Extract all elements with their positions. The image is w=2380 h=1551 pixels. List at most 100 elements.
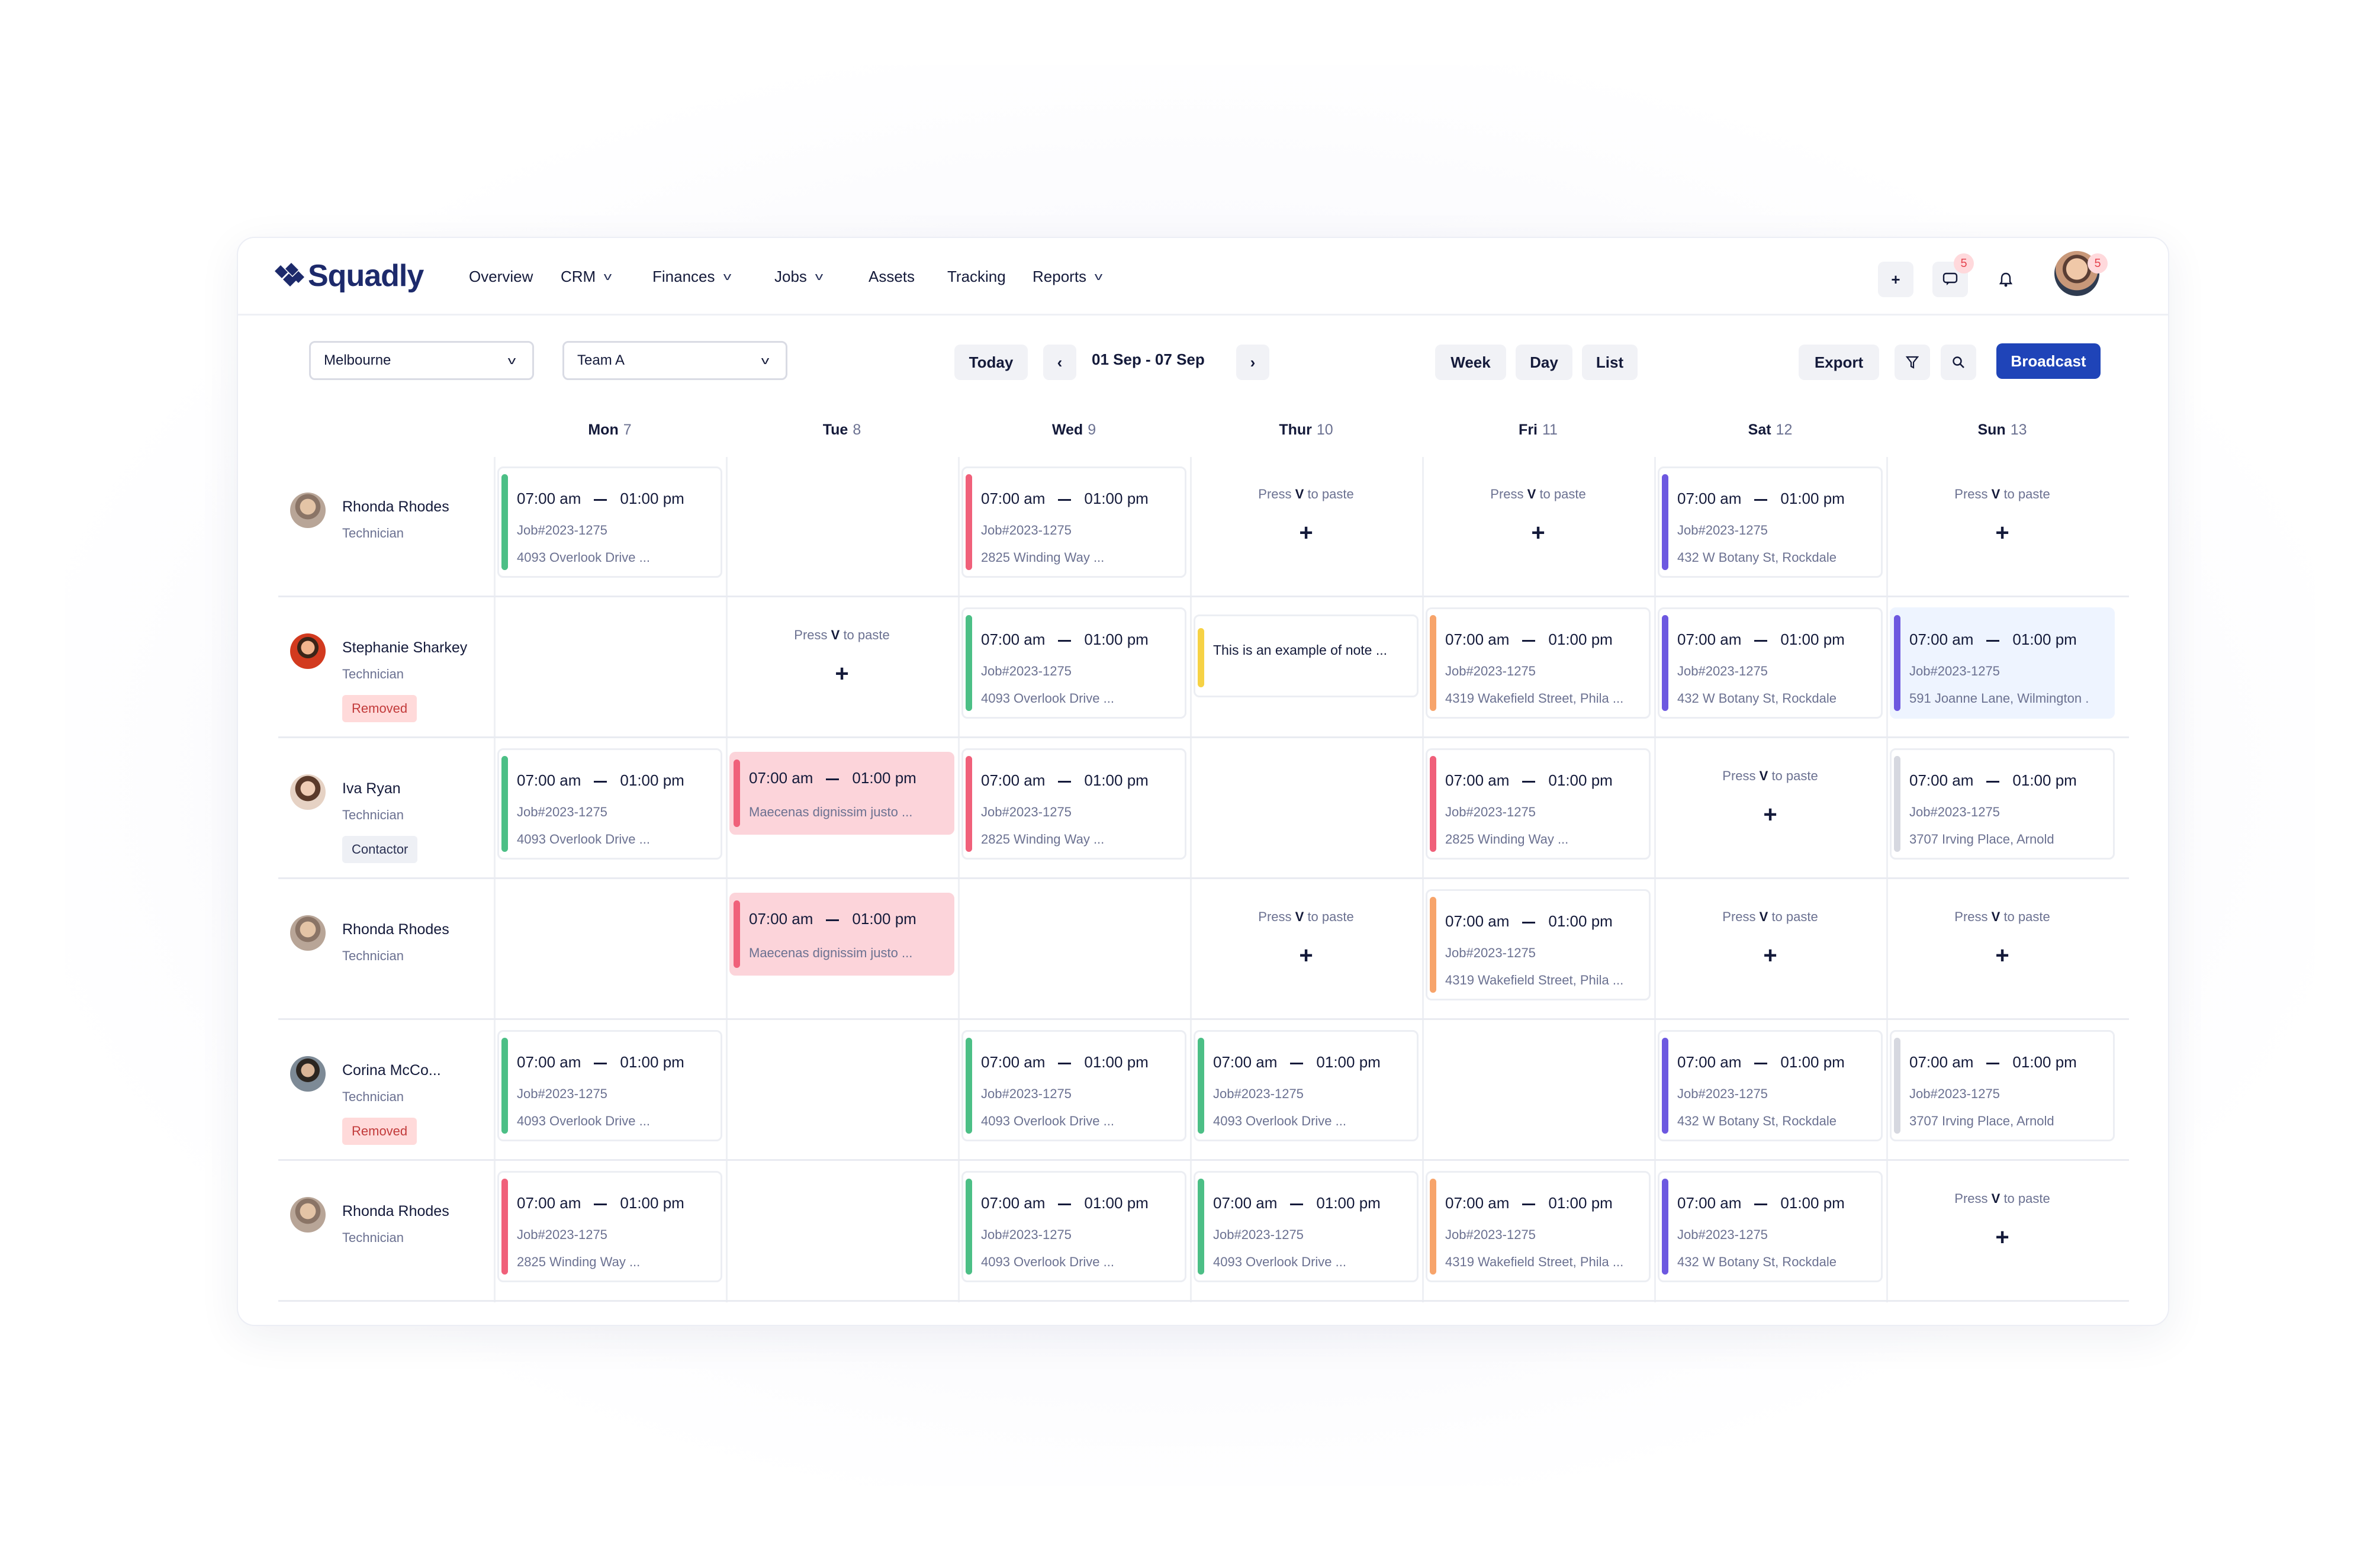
shift-color-bar [966, 474, 972, 570]
add-shift-icon[interactable]: + [1531, 520, 1545, 546]
add-shift-icon[interactable]: + [1299, 942, 1313, 968]
shift-card[interactable]: 07:00 am 01:00 pm Job#2023-1275 3707 Irving… [1890, 1030, 2115, 1141]
list-view-button[interactable]: List [1582, 345, 1638, 380]
date-range-label: 01 Sep - 07 Sep [1092, 350, 1205, 368]
shift-start: 07:00 am [1677, 490, 1742, 507]
nav-reports[interactable]: Reports v [1033, 268, 1102, 286]
brand-logo[interactable]: Squadly [272, 259, 424, 293]
nav-tracking[interactable]: Tracking [947, 268, 1006, 286]
shift-card[interactable]: 07:00 am 01:00 pm Job#2023-1275 4093 Overlo… [497, 1030, 722, 1141]
shift-card[interactable]: 07:00 am 01:00 pm Job#2023-1275 4319 Wakefi… [1426, 1171, 1651, 1282]
draft-shift-card[interactable]: 07:00 am 01:00 pm Maecenas dignissim justo… [729, 752, 954, 835]
paste-slot[interactable]: Press V to paste + [1890, 909, 2115, 967]
location-select[interactable]: Melbourne v [309, 341, 534, 380]
day-name: Tue [822, 421, 848, 438]
shift-card[interactable]: 07:00 am 01:00 pm Job#2023-1275 2825 Windin… [961, 748, 1186, 860]
shift-card[interactable]: 07:00 am 01:00 pm Job#2023-1275 432 W Botan… [1658, 466, 1883, 578]
shift-color-bar [1662, 1179, 1668, 1275]
shift-card[interactable]: 07:00 am 01:00 pm Job#2023-1275 2825 Windin… [497, 1171, 722, 1282]
add-shift-icon[interactable]: + [1299, 520, 1313, 546]
paste-hint: Press V to paste [1890, 1191, 2115, 1206]
shift-card[interactable]: 07:00 am 01:00 pm Job#2023-1275 2825 Windin… [961, 466, 1186, 578]
paste-slot[interactable]: Press V to paste + [1890, 487, 2115, 545]
nav-overview-label: Overview [469, 268, 533, 285]
week-view-button[interactable]: Week [1435, 345, 1506, 380]
shift-card[interactable]: 07:00 am 01:00 pm Job#2023-1275 4319 Wakefi… [1426, 889, 1651, 1000]
broadcast-button[interactable]: Broadcast [1996, 343, 2101, 379]
paste-slot[interactable]: Press V to paste + [1194, 487, 1419, 545]
paste-hint-post: to paste [2000, 1191, 2050, 1206]
paste-hint-pre: Press [1954, 1191, 1992, 1206]
shift-card[interactable]: 07:00 am 01:00 pm Job#2023-1275 4093 Overlo… [961, 607, 1186, 719]
time-separator [1754, 1203, 1768, 1205]
add-shift-icon[interactable]: + [1995, 942, 2009, 968]
shift-card[interactable]: 07:00 am 01:00 pm Job#2023-1275 4093 Overlo… [497, 466, 722, 578]
shift-card[interactable]: 07:00 am 01:00 pm Job#2023-1275 591 Joanne … [1890, 607, 2115, 719]
paste-hint-post: to paste [1536, 487, 1586, 501]
shift-card[interactable]: 07:00 am 01:00 pm Job#2023-1275 432 W Botan… [1658, 1171, 1883, 1282]
note-card[interactable]: This is an example of note ... [1194, 614, 1419, 697]
add-button[interactable]: + [1878, 262, 1913, 297]
row-divider [278, 1300, 2129, 1302]
shift-description: Maecenas dignissim justo ... [749, 945, 913, 960]
note-color-bar [1198, 628, 1204, 687]
shift-start: 07:00 am [517, 1194, 581, 1212]
prev-week-button[interactable]: ‹ [1043, 345, 1076, 380]
paste-slot[interactable]: Press V to paste + [1890, 1191, 2115, 1249]
add-shift-icon[interactable]: + [1995, 520, 2009, 546]
shift-end: 01:00 pm [1084, 1053, 1149, 1071]
nav-finances[interactable]: Finances v [652, 268, 731, 286]
shift-card[interactable]: 07:00 am 01:00 pm Job#2023-1275 432 W Botan… [1658, 1030, 1883, 1141]
notifications-button[interactable] [1988, 262, 2024, 297]
paste-slot[interactable]: Press V to paste + [1426, 487, 1651, 545]
paste-slot[interactable]: Press V to paste + [1194, 909, 1419, 967]
nav-crm[interactable]: CRM v [561, 268, 612, 286]
shift-color-bar [966, 1179, 972, 1275]
nav-assets-label: Assets [869, 268, 915, 285]
filter-button[interactable] [1895, 345, 1930, 380]
shift-color-bar [1430, 615, 1436, 711]
export-button[interactable]: Export [1799, 345, 1879, 380]
next-week-button[interactable]: › [1236, 345, 1269, 380]
time-separator [1522, 921, 1536, 923]
staff-role: Technician [342, 1089, 404, 1104]
job-number: Job#2023-1275 [981, 523, 1072, 538]
today-button[interactable]: Today [954, 345, 1028, 380]
shift-card[interactable]: 07:00 am 01:00 pm Job#2023-1275 432 W Botan… [1658, 607, 1883, 719]
shift-card[interactable]: 07:00 am 01:00 pm Job#2023-1275 4093 Overlo… [497, 748, 722, 860]
time-separator [1058, 1062, 1072, 1064]
paste-slot[interactable]: Press V to paste + [1658, 909, 1883, 967]
add-shift-icon[interactable]: + [1763, 942, 1777, 968]
shift-end: 01:00 pm [1084, 630, 1149, 648]
job-address: 4093 Overlook Drive ... [1213, 1114, 1346, 1128]
shift-card[interactable]: 07:00 am 01:00 pm Job#2023-1275 3707 Irving… [1890, 748, 2115, 860]
shift-start: 07:00 am [1909, 771, 1974, 789]
add-shift-icon[interactable]: + [1995, 1224, 2009, 1250]
shift-end: 01:00 pm [1316, 1053, 1381, 1071]
search-button[interactable] [1941, 345, 1976, 380]
nav-jobs[interactable]: Jobs v [774, 268, 823, 286]
job-address: 4319 Wakefield Street, Phila ... [1445, 1254, 1624, 1269]
shift-card[interactable]: 07:00 am 01:00 pm Job#2023-1275 2825 Windin… [1426, 748, 1651, 860]
job-number: Job#2023-1275 [1213, 1227, 1304, 1242]
nav-jobs-label: Jobs [774, 268, 807, 285]
paste-hint-pre: Press [1722, 909, 1760, 924]
add-shift-icon[interactable]: + [1763, 802, 1777, 828]
day-view-button[interactable]: Day [1516, 345, 1572, 380]
team-select[interactable]: Team A v [562, 341, 787, 380]
shift-card[interactable]: 07:00 am 01:00 pm Job#2023-1275 4093 Overlo… [1194, 1030, 1419, 1141]
paste-slot[interactable]: Press V to paste + [729, 628, 954, 686]
shift-card[interactable]: 07:00 am 01:00 pm Job#2023-1275 4319 Wakefi… [1426, 607, 1651, 719]
nav-overview[interactable]: Overview [469, 268, 533, 286]
shift-color-bar [734, 760, 740, 827]
shift-card[interactable]: 07:00 am 01:00 pm Job#2023-1275 4093 Overlo… [961, 1030, 1186, 1141]
draft-shift-card[interactable]: 07:00 am 01:00 pm Maecenas dignissim justo… [729, 893, 954, 976]
paste-slot[interactable]: Press V to paste + [1658, 768, 1883, 826]
nav-assets[interactable]: Assets [869, 268, 915, 286]
shift-end: 01:00 pm [1084, 490, 1149, 507]
shift-card[interactable]: 07:00 am 01:00 pm Job#2023-1275 4093 Overlo… [1194, 1171, 1419, 1282]
shift-start: 07:00 am [517, 490, 581, 507]
shift-end: 01:00 pm [620, 1053, 684, 1071]
add-shift-icon[interactable]: + [835, 661, 849, 687]
shift-card[interactable]: 07:00 am 01:00 pm Job#2023-1275 4093 Overlo… [961, 1171, 1186, 1282]
